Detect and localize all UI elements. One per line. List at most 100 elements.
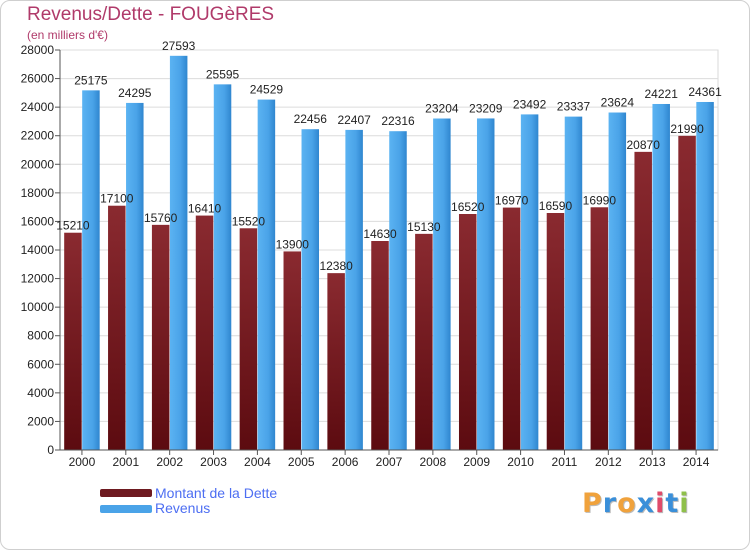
x-tick-label: 2009 [463, 455, 490, 469]
data-label-dette: 16970 [495, 194, 529, 208]
x-tick-label: 2010 [507, 455, 534, 469]
bar-dette [108, 205, 126, 450]
x-tick-label: 2000 [69, 455, 96, 469]
data-label-revenus: 24221 [645, 87, 679, 101]
x-axis: 2000 2001 2002 2003 2004 2005 2006 2007 2008 2009… [60, 449, 718, 469]
data-label-revenus: 25595 [206, 67, 240, 81]
y-tick-label: 14000 [21, 243, 55, 257]
data-label-dette: 13900 [276, 237, 310, 251]
data-label-dette: 16410 [188, 202, 222, 216]
bar-dette [151, 224, 170, 450]
bar-revenus [169, 55, 188, 451]
bar-dette [195, 215, 214, 450]
bar-revenus [213, 84, 232, 450]
data-label-dette: 15760 [144, 211, 178, 225]
logo-letter: r [602, 488, 618, 519]
proxiti-logo: Proxiti [582, 488, 690, 519]
data-label-revenus: 23337 [557, 100, 591, 114]
bar-revenus [696, 101, 714, 450]
data-label-dette: 17100 [100, 192, 134, 206]
bars [64, 55, 714, 451]
legend-label-revenus: Revenus [155, 500, 211, 516]
legend-swatch-dette [100, 489, 152, 497]
y-tick-label: 4000 [27, 386, 54, 400]
grid-lines [59, 49, 719, 451]
data-label-revenus: 25175 [74, 73, 108, 87]
bar-dette [590, 207, 609, 450]
bar-dette [239, 228, 258, 450]
logo-letter: i [655, 488, 666, 519]
data-label-dette: 16990 [583, 193, 617, 207]
bar-revenus [520, 114, 539, 451]
y-axis: 0 2000 4000 6000 8000 10000 12000 14000 16000 180… [21, 43, 61, 457]
logo-letter: x [636, 488, 656, 519]
y-tick-label: 24000 [21, 100, 55, 114]
data-label-revenus: 24295 [118, 86, 152, 100]
data-label-dette: 20870 [627, 138, 661, 152]
x-tick-label: 2003 [200, 455, 227, 469]
data-label-revenus: 23209 [469, 101, 503, 115]
x-tick-label: 2012 [595, 455, 622, 469]
data-label-dette: 15520 [232, 214, 266, 228]
y-tick-label: 26000 [21, 72, 55, 86]
y-tick-label: 28000 [21, 43, 55, 57]
data-label-revenus: 27593 [162, 39, 196, 53]
data-label-revenus: 22407 [337, 113, 371, 127]
data-label-dette: 15130 [407, 220, 441, 234]
x-tick-label: 2014 [683, 455, 710, 469]
logo-letter: o [617, 488, 637, 519]
bar-dette [327, 273, 345, 450]
y-tick-label: 6000 [27, 357, 54, 371]
y-tick-label: 12000 [21, 272, 55, 286]
data-label-dette: 14630 [363, 227, 397, 241]
data-label-revenus: 23492 [513, 97, 547, 111]
bar-revenus [126, 102, 144, 450]
data-label-dette: 21990 [670, 122, 704, 136]
logo-letter: P [582, 488, 603, 519]
bar-dette [371, 241, 389, 450]
data-label-dette: 16590 [539, 199, 573, 213]
bar-revenus [564, 116, 583, 450]
y-tick-label: 10000 [21, 300, 55, 314]
bar-dette [678, 135, 696, 450]
bar-revenus [433, 118, 451, 450]
bar-dette [64, 232, 82, 450]
chart-subtitle: (en milliers d'€) [27, 28, 108, 42]
bar-dette [634, 151, 652, 450]
data-label-dette: 12380 [319, 259, 353, 273]
y-tick-label: 18000 [21, 186, 55, 200]
bar-dette [415, 233, 433, 450]
x-tick-label: 2008 [420, 455, 447, 469]
bar-revenus [301, 129, 320, 450]
logo-letter: i [679, 488, 690, 519]
chart-title: Revenus/Dette - FOUGèRES [27, 4, 275, 25]
x-tick-label: 2001 [112, 455, 139, 469]
bar-dette [458, 214, 477, 450]
data-label-revenus: 22316 [381, 114, 415, 128]
x-tick-label: 2004 [244, 455, 271, 469]
y-tick-label: 20000 [21, 157, 55, 171]
x-tick-label: 2007 [376, 455, 403, 469]
y-tick-label: 2000 [27, 414, 54, 428]
logo-letter: t [665, 488, 680, 519]
bar-dette [502, 207, 521, 450]
y-tick-label: 8000 [27, 329, 54, 343]
x-tick-label: 2005 [288, 455, 315, 469]
bar-dette [546, 213, 565, 450]
x-tick-label: 2011 [552, 455, 578, 469]
bar-revenus [389, 131, 407, 450]
y-tick-label: 22000 [21, 129, 55, 143]
y-tick-label: 16000 [21, 214, 55, 228]
y-tick-label: 0 [47, 443, 54, 457]
data-label-revenus: 23624 [601, 96, 635, 110]
data-label-revenus: 24529 [250, 83, 284, 97]
bar-revenus [608, 112, 627, 450]
legend-label-dette: Montant de la Dette [155, 485, 278, 501]
bar-revenus [82, 90, 100, 450]
data-label-dette: 15210 [56, 219, 90, 233]
bar-revenus [257, 99, 276, 450]
data-label-revenus: 24361 [688, 85, 722, 99]
data-label-dette: 16520 [451, 200, 485, 214]
bar-dette [283, 251, 302, 450]
